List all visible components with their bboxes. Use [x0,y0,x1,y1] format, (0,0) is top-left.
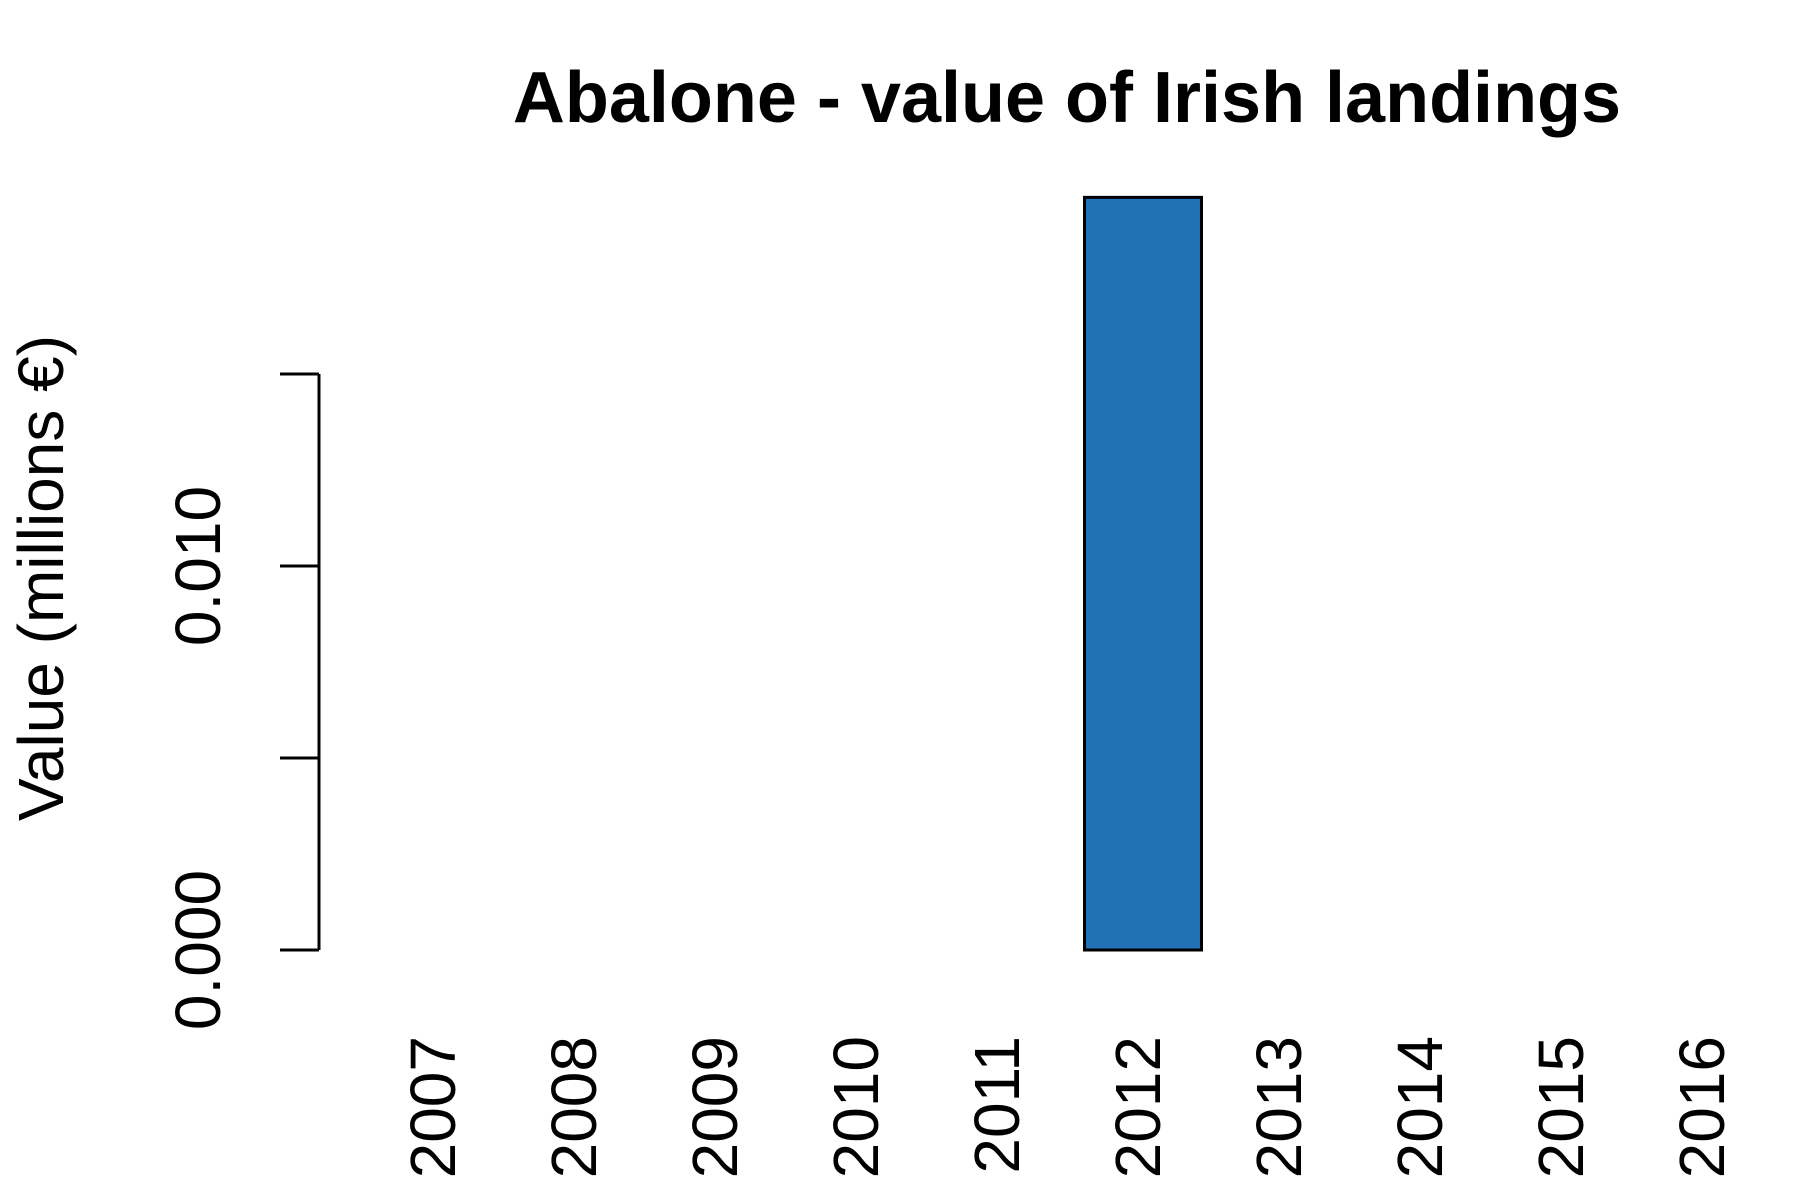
x-tick-label: 2008 [538,1036,610,1178]
x-tick-label: 2007 [397,1036,469,1178]
x-tick-label: 2011 [961,1036,1033,1174]
y-axis-title: Value (millions €) [5,335,77,821]
x-tick-label: 2012 [1102,1036,1174,1178]
bar [1083,195,1203,952]
x-tick-label: 2010 [820,1036,892,1178]
x-tick-label: 2009 [679,1036,751,1178]
x-tick-label: 2014 [1384,1036,1456,1178]
y-tick-label: 0.010 [162,486,234,646]
y-tick-label: 0.000 [162,870,234,1030]
x-tick-label: 2016 [1666,1036,1738,1178]
x-tick-label: 2015 [1525,1036,1597,1178]
x-tick-label: 2013 [1243,1036,1315,1178]
chart-title: Abalone - value of Irish landings [513,58,1621,138]
